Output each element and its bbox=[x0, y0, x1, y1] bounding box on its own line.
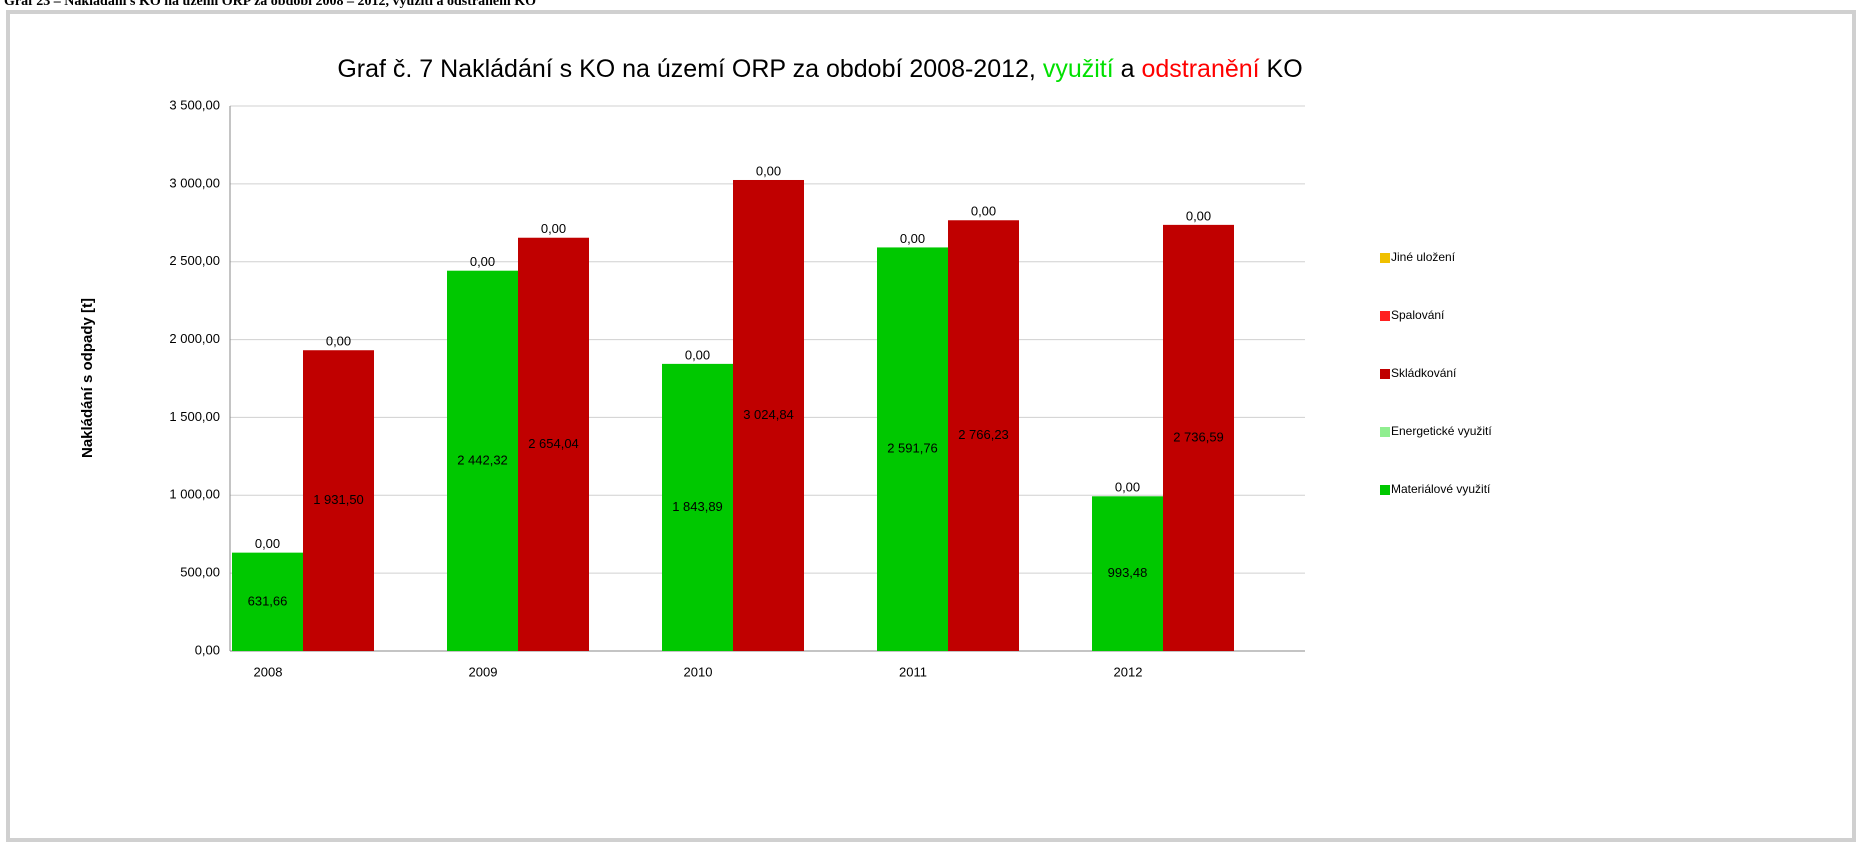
title-part: KO bbox=[1260, 55, 1303, 83]
bar bbox=[232, 552, 303, 651]
data-label: 2 766,23 bbox=[958, 427, 1009, 442]
bar bbox=[1092, 496, 1163, 651]
y-tick-label: 0,00 bbox=[195, 642, 220, 657]
bar bbox=[518, 237, 589, 651]
bar bbox=[733, 179, 804, 651]
data-label: 1 843,89 bbox=[672, 499, 723, 514]
data-label: 0,00 bbox=[1115, 480, 1140, 495]
legend-swatch bbox=[1380, 485, 1390, 495]
data-label: 631,66 bbox=[248, 593, 288, 608]
data-label: 0,00 bbox=[326, 334, 351, 349]
bar bbox=[948, 220, 1019, 651]
data-label: 993,48 bbox=[1108, 565, 1148, 580]
data-label: 3 024,84 bbox=[743, 407, 794, 422]
bar bbox=[447, 270, 518, 651]
title-part: Graf č. 7 Nakládání s KO na území ORP za… bbox=[337, 55, 1043, 83]
x-tick-label: 2010 bbox=[684, 664, 713, 679]
bar bbox=[303, 350, 374, 651]
legend-swatch bbox=[1380, 311, 1390, 321]
y-tick-label: 3 500,00 bbox=[169, 97, 220, 112]
x-tick-label: 2008 bbox=[254, 664, 283, 679]
data-label: 2 654,04 bbox=[528, 436, 579, 451]
y-tick-label: 3 000,00 bbox=[169, 175, 220, 190]
data-label: 0,00 bbox=[255, 536, 280, 551]
legend-label: Skládkování bbox=[1391, 366, 1457, 380]
data-label: 1 931,50 bbox=[313, 492, 364, 507]
x-tick-label: 2011 bbox=[899, 664, 927, 679]
caption: Graf 23 – Nakládání s KO na území ORP za… bbox=[4, 0, 536, 9]
bar bbox=[1163, 224, 1234, 651]
chart-title: Graf č. 7 Nakládání s KO na území ORP za… bbox=[337, 55, 1302, 83]
legend-label: Materiálové využití bbox=[1391, 482, 1491, 496]
y-tick-label: 2 500,00 bbox=[169, 253, 220, 268]
bar bbox=[662, 363, 733, 651]
legend-label: Spalování bbox=[1391, 308, 1445, 322]
title-part: odstranění bbox=[1141, 55, 1259, 83]
x-tick-label: 2012 bbox=[1114, 664, 1143, 679]
legend-swatch bbox=[1380, 253, 1390, 263]
legend-label: Jiné uložení bbox=[1391, 250, 1456, 264]
data-label: 2 736,59 bbox=[1173, 429, 1224, 444]
title-part: využití bbox=[1043, 55, 1114, 83]
data-label: 0,00 bbox=[900, 231, 925, 246]
data-label: 2 442,32 bbox=[457, 452, 508, 467]
data-label: 0,00 bbox=[971, 204, 996, 219]
x-tick-label: 2009 bbox=[469, 664, 498, 679]
data-label: 0,00 bbox=[685, 347, 710, 362]
data-label: 0,00 bbox=[1186, 208, 1211, 223]
y-tick-label: 2 000,00 bbox=[169, 331, 220, 346]
data-label: 0,00 bbox=[541, 221, 566, 236]
y-tick-label: 1 500,00 bbox=[169, 409, 220, 424]
data-label: 0,00 bbox=[470, 254, 495, 269]
title-part: a bbox=[1114, 55, 1142, 83]
y-tick-label: 500,00 bbox=[180, 565, 220, 580]
legend-swatch bbox=[1380, 369, 1390, 379]
legend-swatch bbox=[1380, 427, 1390, 437]
y-axis-label: Nakládání s odpady [t] bbox=[79, 298, 96, 458]
data-label: 2 591,76 bbox=[887, 441, 938, 456]
data-label: 0,00 bbox=[756, 163, 781, 178]
legend-label: Energetické využití bbox=[1391, 424, 1492, 438]
bar bbox=[877, 247, 948, 651]
y-tick-label: 1 000,00 bbox=[169, 487, 220, 502]
